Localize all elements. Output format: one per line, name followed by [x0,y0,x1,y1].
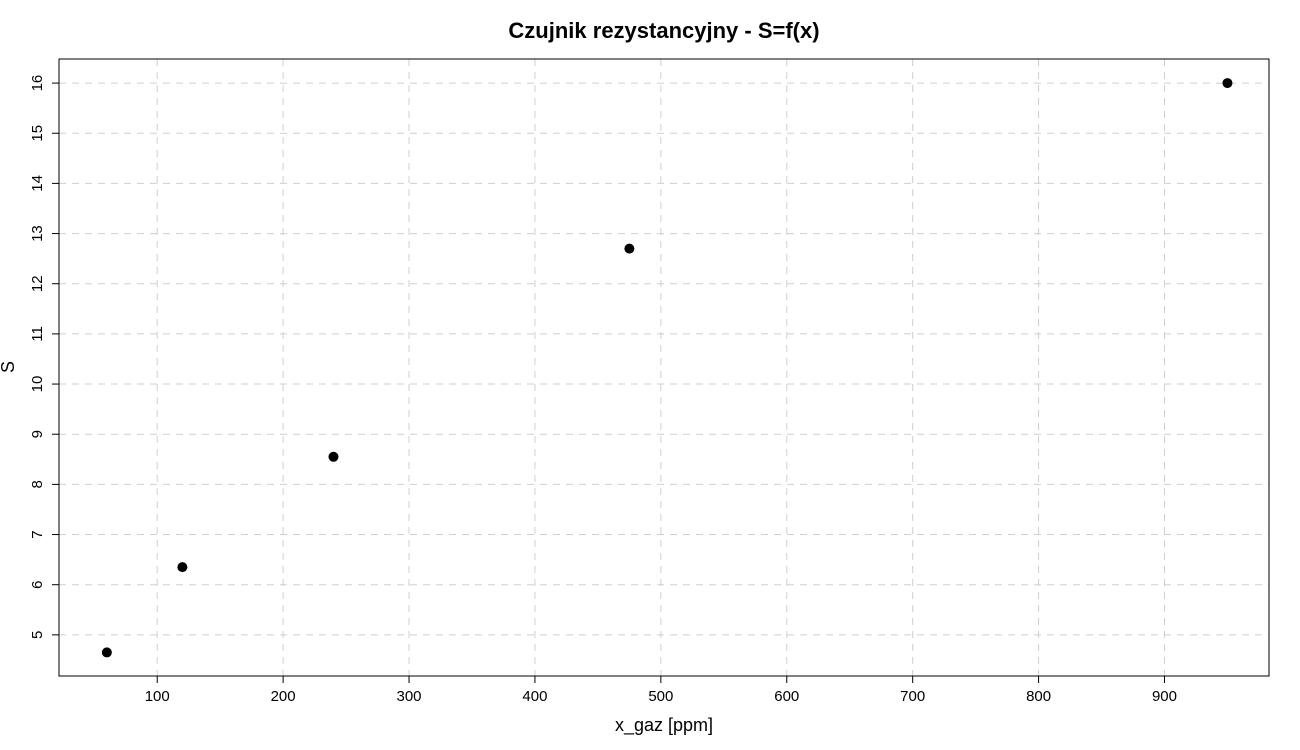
y-tick-label: 12 [29,275,46,292]
y-axis: 5 6 7 8 9 10 11 12 13 14 15 16 [29,75,59,639]
y-tick-label: 16 [29,75,46,92]
y-tick-label: 11 [29,326,46,342]
data-points [101,78,1233,658]
y-tick-label: 13 [29,225,46,242]
plot-frame [58,58,1270,677]
x-tick-label: 600 [774,688,799,705]
x-axis-label: x_gaz [ppm] [615,715,713,736]
data-point [101,647,112,658]
x-axis: 100 200 300 400 500 600 700 800 900 [145,676,1177,705]
x-tick-label: 900 [1152,688,1177,705]
x-tick-label: 100 [145,688,170,705]
data-point [328,451,339,462]
y-tick-label: 10 [29,376,46,393]
y-tick-label: 15 [29,125,46,142]
y-tick-label: 5 [29,631,46,639]
x-tick-label: 200 [271,688,296,705]
x-tick-label: 800 [1026,688,1051,705]
y-tick-label: 6 [29,581,46,589]
chart-title: Czujnik rezystancyjny - S=f(x) [508,18,819,43]
x-tick-label: 500 [648,688,673,705]
y-axis-label: S [0,361,18,373]
data-point [177,562,188,573]
x-tick-label: 400 [522,688,547,705]
y-tick-label: 8 [29,480,46,488]
x-tick-label: 300 [397,688,422,705]
grid [59,59,1269,676]
data-point [1222,78,1233,89]
y-tick-label: 7 [29,530,46,538]
x-tick-label: 700 [900,688,925,705]
y-tick-label: 9 [29,430,46,438]
y-tick-label: 14 [29,175,46,192]
data-point [624,243,635,254]
